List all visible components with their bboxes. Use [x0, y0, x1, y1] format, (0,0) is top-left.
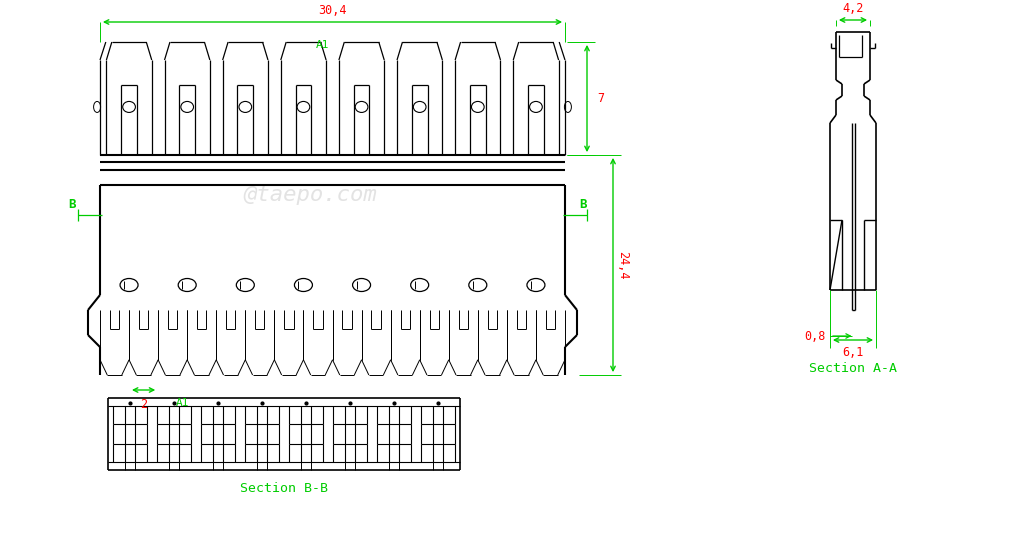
- Text: 6,1: 6,1: [842, 346, 863, 359]
- Text: 7: 7: [597, 92, 604, 105]
- Text: 30,4: 30,4: [318, 4, 347, 17]
- Text: Section B-B: Section B-B: [240, 482, 328, 495]
- Text: A1: A1: [176, 398, 189, 408]
- Text: A1: A1: [315, 40, 330, 50]
- Text: 4,2: 4,2: [842, 2, 863, 15]
- Text: B: B: [580, 198, 587, 211]
- Text: 2: 2: [140, 398, 147, 411]
- Text: Section A-A: Section A-A: [809, 362, 897, 375]
- Text: @taepo.com: @taepo.com: [243, 185, 377, 205]
- Text: 0,8: 0,8: [804, 330, 826, 342]
- Text: B: B: [68, 198, 75, 211]
- Text: 24,4: 24,4: [616, 251, 629, 279]
